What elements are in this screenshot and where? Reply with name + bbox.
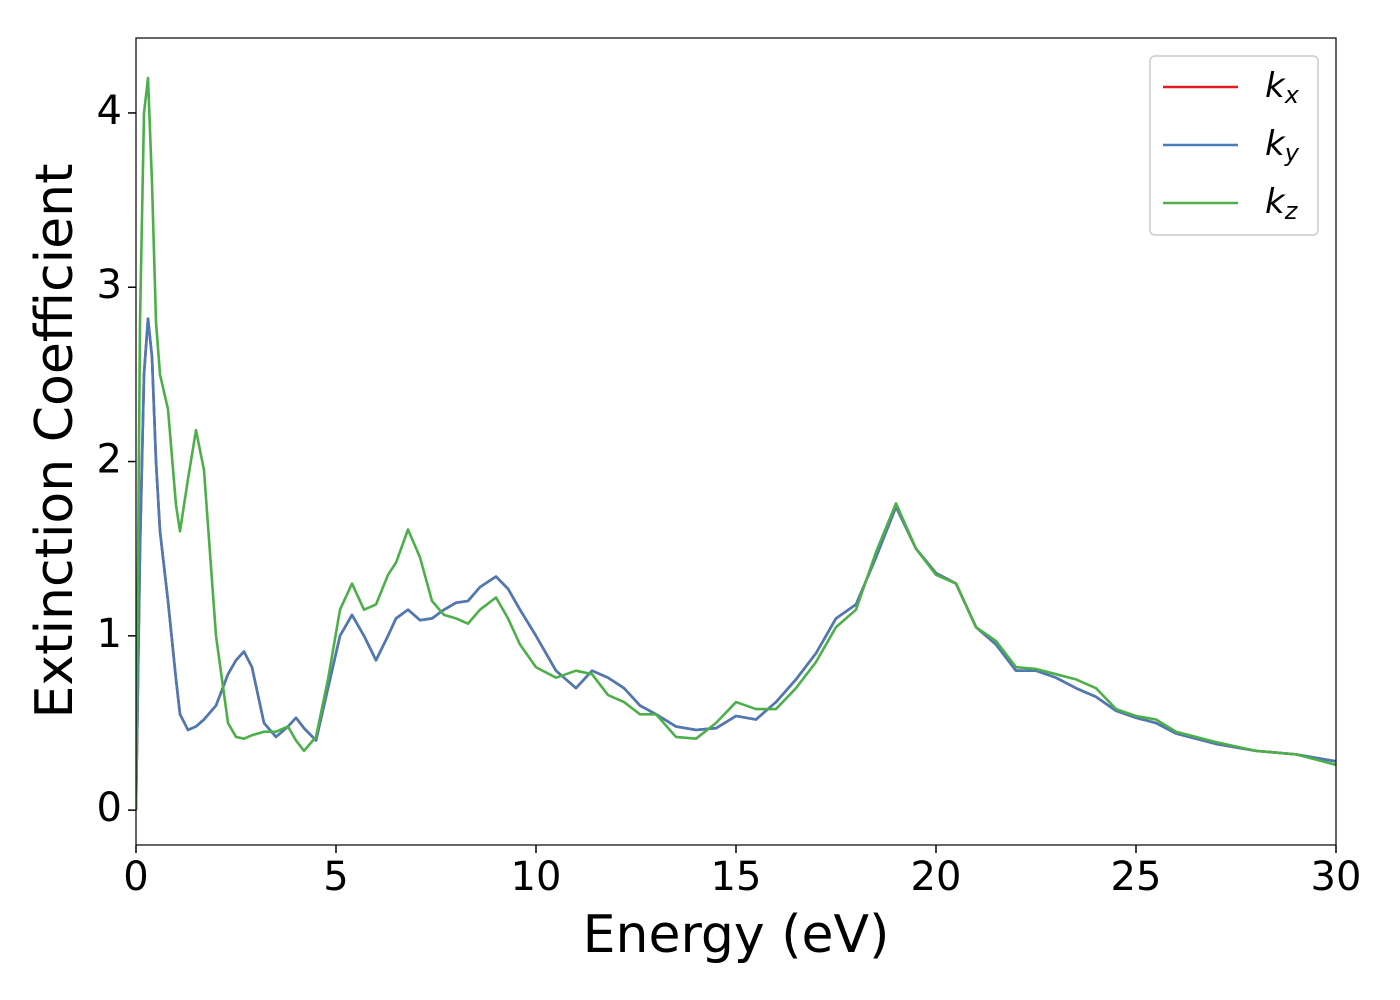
y-axis-label: Extinction Coefficient [25,164,85,719]
x-tick-label: 15 [711,854,762,900]
x-tick-label: 20 [911,854,962,900]
y-tick-label: 3 [97,262,122,308]
legend-label: kx [1265,66,1300,110]
x-tick-label: 5 [323,854,348,900]
plot-frame [135,37,1337,846]
legend-label: kz [1265,182,1299,226]
x-tick-label: 10 [511,854,562,900]
x-tick-label: 25 [1111,854,1162,900]
y-tick-label: 0 [97,785,122,831]
series-line [136,317,1336,811]
y-tick-label: 2 [97,437,122,483]
y-tick-label: 4 [97,88,122,134]
series-line [136,76,1336,811]
x-tick-label: 30 [1311,854,1362,900]
x-tick-label: 0 [123,854,148,900]
y-tick-label: 1 [97,611,122,657]
x-axis-label: Energy (eV) [583,905,890,965]
legend-label: ky [1265,124,1300,168]
